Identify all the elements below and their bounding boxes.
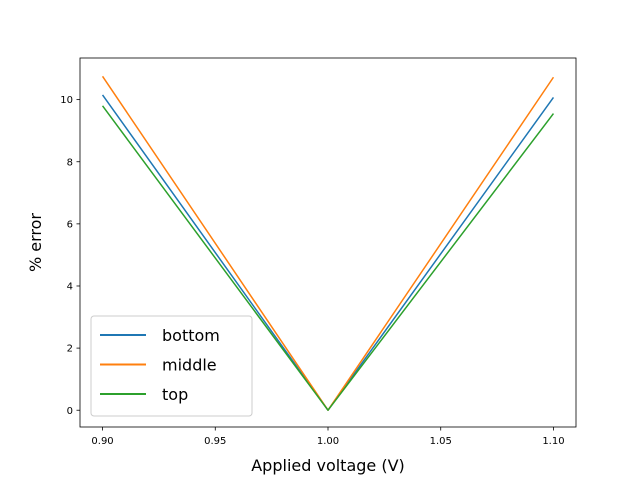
y-tick-label: 10 (60, 95, 73, 106)
y-tick-label: 8 (67, 157, 73, 168)
y-axis: 0 2 4 6 8 10 (60, 95, 80, 417)
y-tick-label: 4 (67, 282, 73, 293)
y-axis-label: % error (26, 213, 45, 272)
y-tick-label: 2 (67, 344, 73, 355)
x-tick-label: 0.95 (204, 436, 226, 447)
y-tick-label: 0 (67, 406, 73, 417)
x-tick-label: 1.05 (430, 436, 452, 447)
x-tick-label: 0.90 (91, 436, 113, 447)
series-layer (101, 75, 555, 411)
y-tick-label: 6 (67, 219, 73, 230)
legend-label-top: top (162, 385, 188, 404)
series-line-top (101, 105, 555, 411)
x-tick-label: 1.10 (542, 436, 564, 447)
x-axis-label: Applied voltage (V) (251, 456, 405, 475)
x-axis: 0.90 0.95 1.00 1.05 1.10 (91, 427, 565, 447)
legend-box (90, 315, 253, 417)
legend-label-bottom: bottom (162, 326, 220, 345)
legend: bottom middle top (90, 315, 253, 417)
x-tick-label: 1.00 (317, 436, 339, 447)
legend-label-middle: middle (162, 356, 217, 375)
